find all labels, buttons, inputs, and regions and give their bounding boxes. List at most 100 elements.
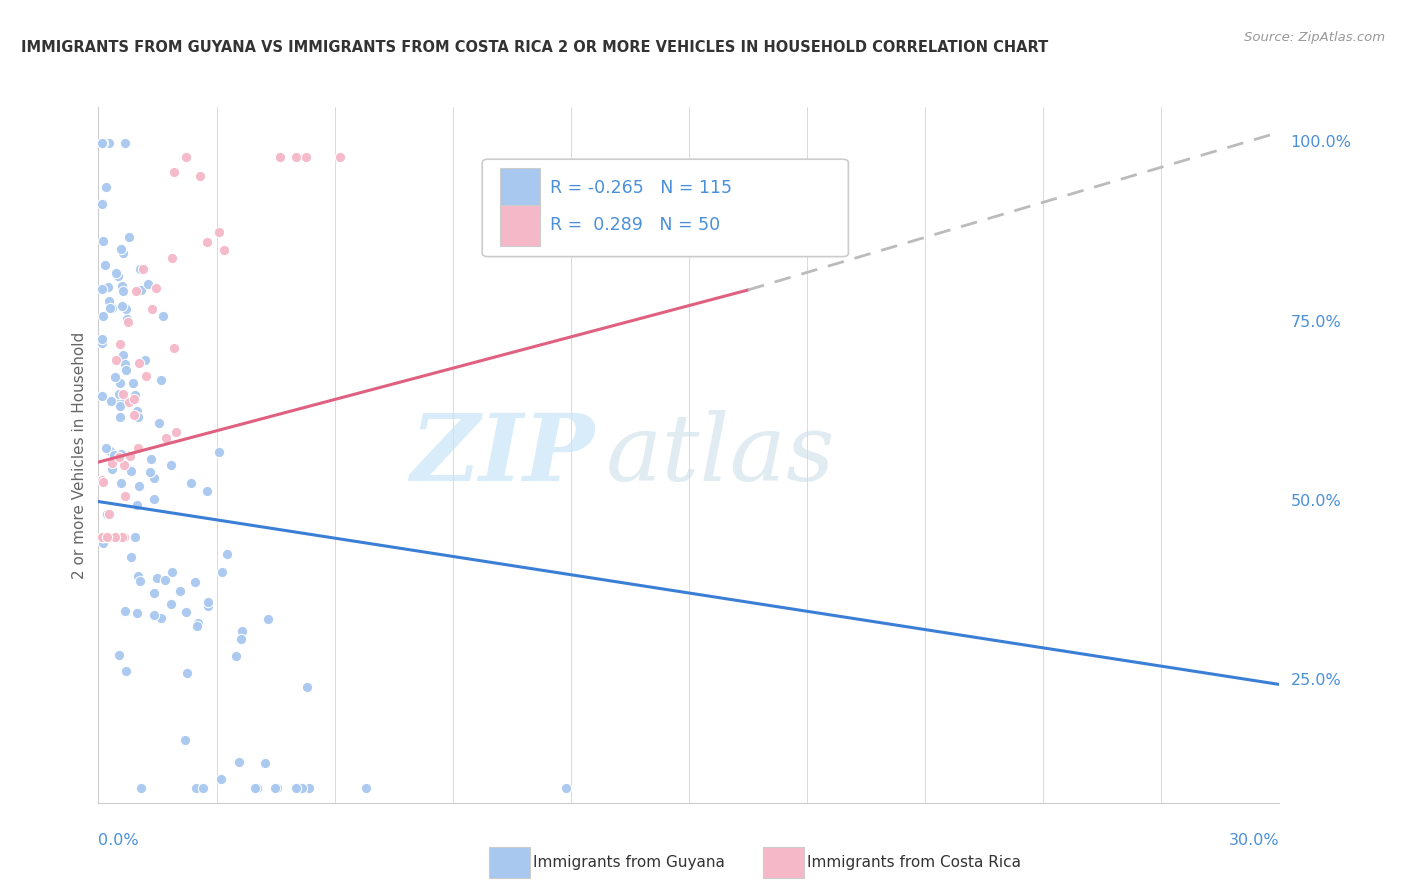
Point bbox=[145, 281, 167, 295]
Point bbox=[127, 498, 149, 512]
Point bbox=[111, 530, 134, 544]
Point bbox=[91, 234, 114, 248]
Point bbox=[160, 597, 183, 611]
Point bbox=[269, 150, 291, 164]
Point bbox=[103, 448, 125, 462]
Point bbox=[176, 665, 198, 680]
Text: 100.0%: 100.0% bbox=[1291, 136, 1351, 151]
Point bbox=[91, 530, 114, 544]
Point bbox=[228, 755, 250, 769]
Point bbox=[115, 664, 138, 678]
Text: 25.0%: 25.0% bbox=[1291, 673, 1341, 689]
Point bbox=[174, 733, 197, 747]
Point bbox=[215, 547, 238, 561]
Point bbox=[257, 612, 280, 626]
Point bbox=[111, 279, 134, 293]
Point bbox=[112, 530, 135, 544]
Point bbox=[94, 179, 117, 194]
Point bbox=[195, 484, 218, 499]
Point bbox=[91, 136, 114, 150]
Point bbox=[124, 530, 146, 544]
Point bbox=[143, 608, 166, 623]
Point bbox=[180, 476, 202, 491]
Point bbox=[120, 549, 142, 564]
Point bbox=[138, 465, 160, 479]
Point bbox=[104, 530, 127, 544]
Point bbox=[98, 444, 121, 458]
Point bbox=[263, 781, 285, 796]
Text: 75.0%: 75.0% bbox=[1291, 315, 1341, 330]
Point bbox=[118, 230, 141, 244]
FancyBboxPatch shape bbox=[482, 159, 848, 257]
Point bbox=[148, 416, 170, 430]
Point bbox=[231, 632, 253, 647]
Text: ZIP: ZIP bbox=[411, 410, 595, 500]
Point bbox=[120, 464, 142, 478]
Point bbox=[187, 615, 209, 630]
Point bbox=[108, 400, 131, 414]
Point bbox=[112, 387, 135, 401]
Y-axis label: 2 or more Vehicles in Household: 2 or more Vehicles in Household bbox=[72, 331, 87, 579]
Point bbox=[112, 245, 135, 260]
Point bbox=[104, 530, 127, 544]
Point bbox=[212, 244, 235, 258]
Point bbox=[98, 136, 121, 150]
Point bbox=[108, 450, 131, 465]
Point bbox=[104, 370, 127, 384]
Point bbox=[155, 431, 177, 445]
Point bbox=[91, 536, 114, 550]
Point bbox=[225, 648, 247, 663]
Point bbox=[96, 530, 118, 544]
Point bbox=[209, 772, 232, 787]
Point bbox=[93, 530, 115, 544]
Point bbox=[285, 150, 308, 164]
Point bbox=[191, 781, 214, 796]
Point bbox=[129, 574, 152, 589]
Point bbox=[174, 150, 197, 164]
Point bbox=[96, 442, 118, 456]
Text: 0.0%: 0.0% bbox=[98, 833, 139, 848]
Point bbox=[110, 447, 132, 461]
Point bbox=[125, 404, 148, 418]
Point bbox=[114, 302, 136, 317]
Point bbox=[129, 262, 152, 277]
Point bbox=[269, 150, 291, 164]
Point bbox=[207, 445, 229, 459]
Point bbox=[98, 507, 121, 521]
Text: IMMIGRANTS FROM GUYANA VS IMMIGRANTS FROM COSTA RICA 2 OR MORE VEHICLES IN HOUSE: IMMIGRANTS FROM GUYANA VS IMMIGRANTS FRO… bbox=[21, 40, 1049, 55]
Point bbox=[160, 251, 183, 265]
Point bbox=[150, 610, 173, 624]
Point bbox=[160, 566, 183, 580]
Text: 30.0%: 30.0% bbox=[1229, 833, 1279, 848]
Point bbox=[110, 242, 132, 256]
Point bbox=[354, 781, 377, 796]
Point bbox=[114, 489, 136, 503]
Point bbox=[118, 395, 141, 409]
Text: Immigrants from Guyana: Immigrants from Guyana bbox=[533, 855, 724, 870]
Point bbox=[135, 369, 157, 384]
Point bbox=[295, 150, 318, 164]
Point bbox=[134, 353, 156, 368]
Point bbox=[114, 136, 136, 150]
Point bbox=[142, 471, 165, 485]
Point bbox=[152, 310, 174, 324]
Point bbox=[117, 315, 139, 329]
Point bbox=[285, 781, 308, 796]
Point bbox=[188, 169, 211, 183]
Point bbox=[146, 571, 169, 585]
Point bbox=[174, 605, 197, 619]
Point bbox=[107, 386, 129, 401]
FancyBboxPatch shape bbox=[501, 169, 540, 210]
Point bbox=[105, 352, 128, 367]
Point bbox=[141, 452, 163, 467]
Point bbox=[91, 197, 114, 211]
Point bbox=[115, 362, 138, 376]
Point bbox=[114, 357, 136, 371]
Point bbox=[98, 530, 121, 544]
Point bbox=[108, 395, 131, 409]
Point bbox=[107, 269, 129, 284]
FancyBboxPatch shape bbox=[501, 205, 540, 246]
Point bbox=[100, 456, 122, 470]
Point bbox=[184, 575, 207, 590]
Point bbox=[91, 336, 114, 351]
